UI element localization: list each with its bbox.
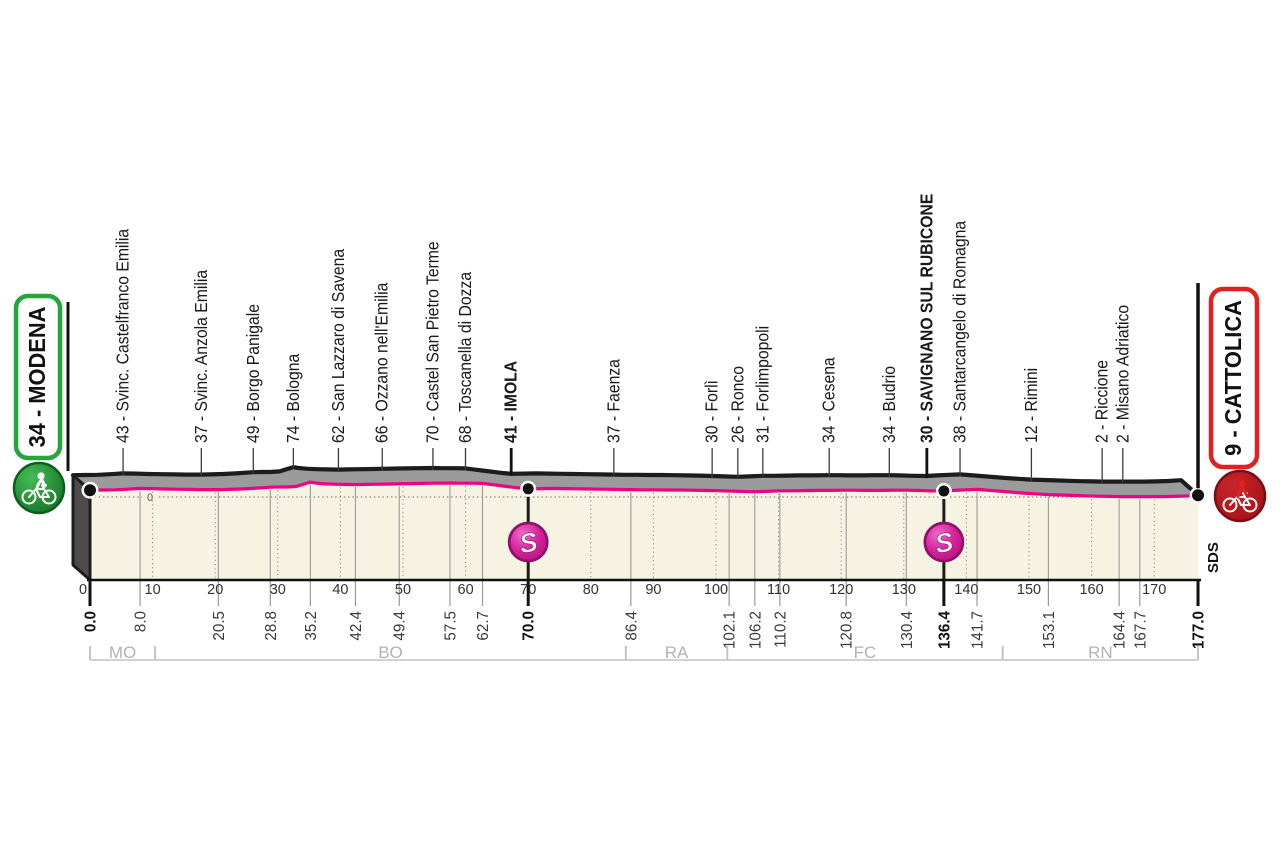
km-distance-label: 35.2 bbox=[303, 611, 320, 641]
waypoint-name-label: 31 - Forlimpopoli bbox=[753, 326, 773, 443]
cyclist-icon bbox=[1222, 480, 1258, 513]
sprint-dot bbox=[938, 485, 950, 497]
cyclist-icon bbox=[21, 472, 57, 505]
km-tick-label: 50 bbox=[395, 582, 411, 598]
km-distance-label: 136.4 bbox=[936, 611, 953, 649]
km-distance-label: 106.2 bbox=[747, 611, 764, 649]
sprint-dot bbox=[522, 483, 534, 495]
km-distance-label: 167.7 bbox=[1132, 611, 1149, 649]
waypoint-name-label: 12 - Rimini bbox=[1021, 368, 1041, 443]
start-marker: 34 - MODENA bbox=[12, 293, 66, 515]
start-dot bbox=[84, 484, 96, 497]
waypoint-name-label: 49 - Borgo Panigale bbox=[243, 304, 263, 443]
km-distance-label: 177.0 bbox=[1190, 611, 1207, 649]
profile-front-face bbox=[90, 482, 1199, 580]
province-label: RA bbox=[665, 643, 689, 662]
waypoint-name-label: 66 - Ozzano nell'Emilia bbox=[372, 282, 392, 443]
start-label: 34 - MODENA bbox=[24, 307, 50, 448]
finish-label: 9 - CATTOLICA bbox=[1220, 300, 1246, 456]
sprint-symbol: S bbox=[517, 527, 540, 560]
km-tick-label: 140 bbox=[954, 582, 978, 598]
km-tick-label: 40 bbox=[332, 582, 348, 598]
km-distance-label: 153.1 bbox=[1041, 611, 1058, 649]
finish-dot bbox=[1192, 489, 1205, 502]
waypoint-name-label: 2 - Riccione bbox=[1092, 360, 1112, 443]
start-box bbox=[13, 293, 63, 461]
km-tick-label: 90 bbox=[645, 582, 661, 598]
km-tick-label: 60 bbox=[458, 582, 474, 598]
km-distance-label: 86.4 bbox=[623, 611, 640, 641]
waypoint-name-label: 70 - Castel San Pietro Terme bbox=[423, 241, 443, 443]
km-distance-label: 20.5 bbox=[211, 611, 228, 641]
km-distance-label: 62.7 bbox=[475, 611, 492, 641]
km-distance-label: 120.8 bbox=[838, 611, 855, 649]
sprint-badge: S bbox=[923, 521, 965, 563]
province-label: BO bbox=[378, 643, 403, 662]
km-tick-label: 150 bbox=[1017, 582, 1041, 598]
route-elevation-line bbox=[89, 480, 1199, 499]
km-distance-label: 49.4 bbox=[391, 611, 408, 641]
waypoint-name-label: 74 - Bologna bbox=[283, 353, 303, 443]
waypoint-name-label: 41 - IMOLA bbox=[501, 361, 521, 443]
zero-elevation-label: 0 bbox=[147, 492, 153, 504]
waypoint-name-label: 37 - Svinc. Anzola Emilia bbox=[191, 269, 211, 443]
km-distance-label: 102.1 bbox=[721, 611, 738, 649]
km-tick-label: 130 bbox=[892, 582, 916, 598]
km-tick-label: 80 bbox=[583, 582, 599, 598]
km-tick-label: 120 bbox=[829, 582, 853, 598]
sprint-symbol: S bbox=[933, 527, 956, 560]
km-distance-label: 57.5 bbox=[442, 611, 459, 641]
km-distance-label: 8.0 bbox=[132, 611, 149, 632]
finish-marker: 9 - CATTOLICA bbox=[1208, 286, 1267, 523]
waypoint-name-label: 2 - Misano Adriatico bbox=[1113, 305, 1133, 443]
km-distance-label: 0.0 bbox=[82, 611, 99, 632]
finish-box bbox=[1208, 286, 1260, 470]
waypoint-name-label: 37 - Faenza bbox=[604, 358, 624, 443]
km-distance-label: 28.8 bbox=[262, 611, 279, 641]
province-label: RN bbox=[1088, 643, 1113, 662]
km-tick-label: 170 bbox=[1142, 582, 1166, 598]
km-distance-label: 130.4 bbox=[898, 611, 915, 649]
zero-label-bg bbox=[142, 491, 158, 503]
sprint-badge-circle bbox=[507, 521, 549, 563]
km-tick-label: 30 bbox=[270, 582, 286, 598]
km-tick-label: 10 bbox=[145, 582, 161, 598]
waypoint-name-label: 26 - Ronco bbox=[728, 366, 748, 443]
km-distance-label: 110.2 bbox=[772, 611, 789, 648]
waypoint-name-label: 43 - Svinc. Castelfranco Emilia bbox=[113, 228, 133, 443]
km-tick-label: 100 bbox=[704, 582, 728, 598]
km-distance-label: 164.4 bbox=[1111, 611, 1128, 649]
km-distance-label: 141.7 bbox=[969, 611, 986, 649]
waypoint-name-label: 30 - SAVIGNANO SUL RUBICONE bbox=[917, 194, 937, 443]
waypoint-name-label: 38 - Santarcangelo di Romagna bbox=[950, 220, 970, 443]
km-distance-label: 42.4 bbox=[348, 611, 365, 641]
waypoint-name-label: 30 - Forlì bbox=[702, 380, 722, 443]
profile-top-edge bbox=[70, 465, 1201, 498]
province-label: FC bbox=[854, 643, 877, 662]
km-tick-label: 160 bbox=[1079, 582, 1103, 598]
sprint-badge: S bbox=[507, 521, 549, 563]
sprint-badge-circle bbox=[923, 521, 965, 563]
waypoint-name-label: 34 - Budrio bbox=[879, 366, 899, 443]
km-tick-label: 70 bbox=[520, 582, 536, 598]
km-tick-label: 0 bbox=[79, 582, 87, 598]
waypoint-name-label: 68 - Toscanella di Dozza bbox=[455, 271, 475, 443]
province-label: MO bbox=[109, 643, 136, 662]
km-tick-label: 20 bbox=[207, 582, 223, 598]
waypoint-name-label: 62 - San Lazzaro di Savena bbox=[328, 248, 348, 443]
waypoint-name-label: 34 - Cesena bbox=[819, 357, 839, 443]
km-distance-label: 70.0 bbox=[520, 611, 537, 641]
sds-credit: SDS bbox=[1205, 542, 1222, 573]
km-tick-label: 110 bbox=[767, 582, 790, 598]
